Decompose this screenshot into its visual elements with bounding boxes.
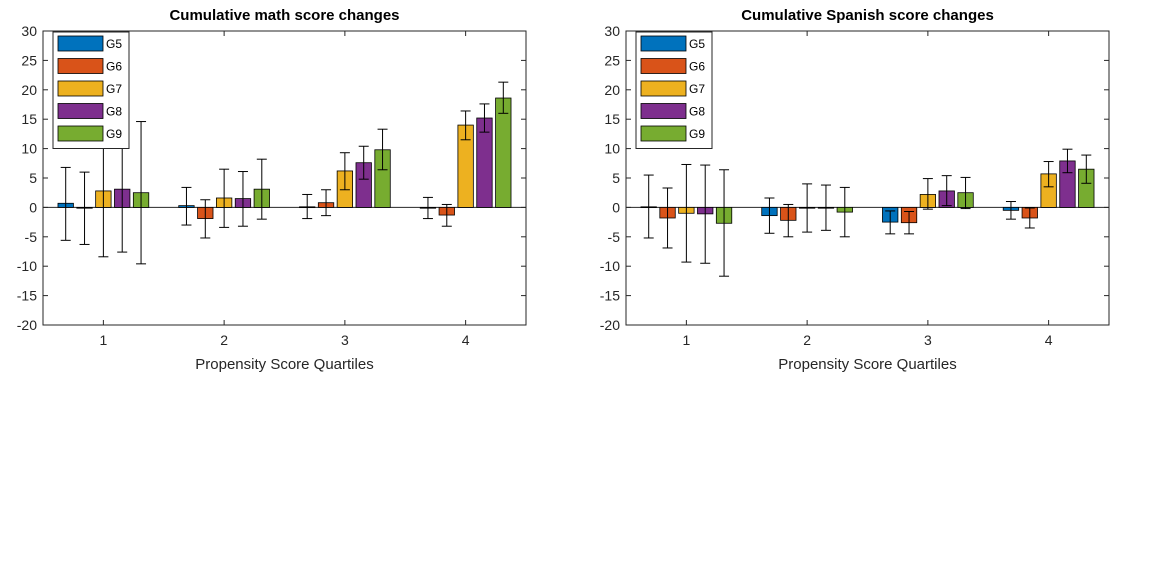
chart-0-y-tick-label: -15 (17, 288, 37, 304)
chart-1-legend-label-g5: G5 (689, 37, 705, 51)
chart-0-legend-label-g6: G6 (106, 60, 122, 74)
chart-1-y-tick-label: 15 (604, 111, 620, 127)
chart-1-legend-swatch-g5 (640, 35, 687, 52)
chart-0-legend-label-g8: G8 (106, 105, 122, 119)
chart-1-y-tick-label: 10 (604, 141, 620, 157)
chart-0-legend-label-g7: G7 (106, 82, 122, 96)
math-chart: -20 -15 -10 -5 0 5 10 15 20 25 30 1 2 3 4 Cumulative ma… (17, 7, 527, 373)
chart-1-x-tick-label: 3 (924, 332, 932, 348)
chart-0-legend-swatch-g7 (57, 80, 104, 97)
chart-0-y-tick-label: 0 (29, 199, 37, 215)
chart-1-y-tick-label: 25 (604, 52, 620, 68)
chart-0-legend-label-g5: G5 (106, 37, 122, 51)
chart-1-y-tick-label: -5 (608, 229, 621, 245)
chart-1-y-tick-label: -15 (600, 288, 620, 304)
math-chart-panel: -20 -15 -10 -5 0 5 10 15 20 25 30 1 2 3 4 Cumulative ma… (17, 7, 527, 373)
chart-1-title: Cumulative Spanish score changes (741, 7, 994, 24)
chart-1-legend-swatch-g8 (640, 103, 687, 119)
chart-0-x-tick-label: 3 (341, 332, 349, 348)
chart-1-legend-label-g9: G9 (689, 127, 705, 141)
chart-1-legend-label-g6: G6 (689, 60, 705, 74)
chart-1-y-tick-label: 20 (604, 82, 620, 98)
chart-0-y-tick-label: -5 (25, 229, 38, 245)
chart-0-bar-g9 (495, 97, 512, 208)
chart-1-x-axis-label: Propensity Score Quartiles (778, 356, 956, 373)
chart-0-legend-swatch-g9 (57, 125, 104, 142)
chart-0-x-tick-label: 4 (462, 332, 470, 348)
chart-1-y-tick-label: 5 (612, 170, 620, 186)
chart-1-y-tick-label: -20 (600, 317, 620, 333)
chart-1-y-tick-label: 30 (604, 23, 620, 39)
chart-1-y-tick-label: 0 (612, 199, 620, 215)
chart-0-legend-swatch-g5 (57, 35, 104, 52)
chart-1-x-tick-label: 2 (803, 332, 811, 348)
chart-0-y-tick-label: -20 (17, 317, 37, 333)
chart-0-legend-label-g9: G9 (106, 127, 122, 141)
chart-1-legend-label-g8: G8 (689, 105, 705, 119)
chart-1-legend-swatch-g9 (640, 125, 687, 142)
chart-0-y-tick-label: 20 (21, 82, 37, 98)
chart-0-x-tick-label: 2 (220, 332, 228, 348)
spanish-chart-panel: -20 -15 -10 -5 0 5 10 15 20 25 30 1 2 3 4 Cumulative Sp… (583, 0, 1166, 575)
chart-0-y-tick-label: 10 (21, 141, 37, 157)
chart-1-legend-label-g7: G7 (689, 82, 705, 96)
chart-0-x-tick-label: 1 (99, 332, 107, 348)
chart-0-y-tick-label: -10 (17, 258, 37, 274)
chart-1-legend-swatch-g7 (640, 80, 687, 97)
chart-0-title: Cumulative math score changes (169, 7, 399, 24)
chart-0-legend-swatch-g8 (57, 103, 104, 119)
chart-0-x-axis-label: Propensity Score Quartiles (195, 356, 373, 373)
chart-1-x-tick-label: 1 (682, 332, 690, 348)
chart-1-x-tick-label: 4 (1045, 332, 1053, 348)
chart-0-legend-swatch-g6 (57, 58, 104, 74)
chart-0-y-tick-label: 5 (29, 170, 37, 186)
chart-0-y-tick-label: 15 (21, 111, 37, 127)
chart-1-legend-swatch-g6 (640, 58, 687, 74)
spanish-chart: -20 -15 -10 -5 0 5 10 15 20 25 30 1 2 3 4 Cumulative Sp… (600, 7, 1110, 373)
chart-0-y-tick-label: 30 (21, 23, 37, 39)
chart-1-y-tick-label: -10 (600, 258, 620, 274)
chart-0-y-tick-label: 25 (21, 52, 37, 68)
